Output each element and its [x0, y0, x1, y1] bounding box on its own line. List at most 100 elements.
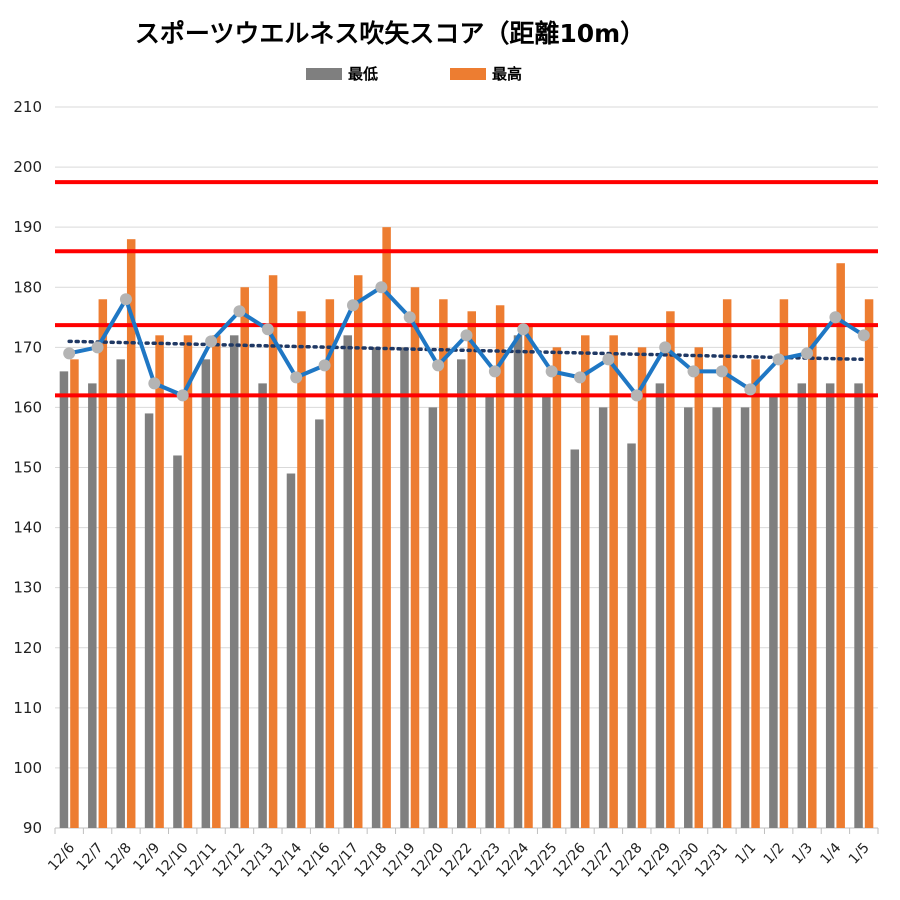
y-tick-label: 100 — [13, 759, 42, 777]
bar-max — [467, 311, 476, 828]
y-tick-label: 130 — [13, 579, 42, 597]
bar-min — [116, 359, 125, 828]
bar-min — [457, 359, 466, 828]
score-point — [829, 311, 842, 324]
trendline — [67, 339, 866, 362]
chart-title: スポーツウエルネス吹矢スコア（距離10m） — [134, 19, 646, 48]
bar-min — [144, 413, 154, 828]
x-tick-label: 12/7 — [74, 840, 107, 874]
bar-min — [740, 407, 750, 828]
score-point — [176, 389, 189, 402]
bar-max — [581, 335, 590, 828]
bar-min — [428, 407, 438, 828]
score-point — [233, 305, 246, 318]
score-point — [318, 359, 331, 372]
legend-item-max: 最高 — [450, 63, 522, 84]
score-point — [91, 341, 104, 354]
score-point — [403, 311, 416, 324]
score-point — [517, 323, 530, 336]
bar-max — [268, 275, 278, 828]
score-point — [290, 371, 303, 384]
x-tick-label: 1/5 — [846, 840, 873, 867]
bar-max — [779, 299, 789, 828]
score-point — [744, 383, 757, 396]
bar-max — [666, 311, 675, 828]
score-point — [630, 389, 643, 402]
bar-max — [297, 311, 306, 828]
bar-max — [410, 287, 420, 828]
score-point — [772, 353, 785, 366]
legend: 最低 最高 — [0, 63, 900, 85]
bar-max — [808, 323, 817, 828]
score-point — [261, 323, 274, 336]
bar-min — [655, 383, 665, 828]
legend-label-min: 最低 — [348, 65, 379, 83]
bar-min — [258, 383, 267, 828]
y-tick-label: 180 — [13, 278, 42, 296]
bar-max — [70, 359, 79, 828]
bar-max — [126, 239, 136, 828]
legend-swatch-min — [306, 67, 342, 80]
score-point — [375, 281, 388, 294]
bar-min — [343, 335, 352, 828]
score-point — [801, 347, 814, 360]
score-point — [460, 329, 473, 342]
bar-max — [240, 287, 249, 828]
y-tick-label: 140 — [13, 519, 42, 537]
y-tick-label: 190 — [13, 218, 42, 236]
bar-max — [495, 305, 505, 828]
bar-max — [155, 335, 164, 828]
x-tick-label: 1/4 — [817, 840, 844, 868]
x-tick-label: 12/8 — [102, 840, 135, 874]
bar-min — [229, 335, 239, 828]
bar-min — [598, 407, 608, 828]
bar-min — [825, 383, 835, 828]
legend-item-min: 最低 — [306, 63, 378, 84]
score-point — [687, 365, 700, 378]
legend-swatch-max — [450, 67, 486, 80]
bar-min — [542, 395, 551, 828]
bar-max — [353, 275, 363, 828]
score-point — [63, 347, 76, 360]
bar-max — [694, 347, 704, 828]
bar-min — [371, 347, 381, 828]
score-point — [119, 293, 132, 306]
bar-min — [59, 371, 69, 828]
score-point — [346, 299, 359, 312]
x-tick-label: 12/31 — [692, 840, 731, 881]
bar-max — [382, 227, 391, 828]
bar-max — [325, 299, 335, 828]
bar-max — [637, 347, 647, 828]
x-tick-label: 12/6 — [45, 840, 78, 874]
x-tick-label: 1/3 — [789, 840, 816, 867]
y-tick-label: 200 — [13, 158, 42, 176]
score-point — [857, 329, 870, 342]
y-tick-label: 120 — [13, 639, 42, 657]
bar-min — [627, 443, 636, 828]
bar-max — [98, 299, 108, 828]
bar-min — [400, 347, 409, 828]
bar-max — [552, 347, 562, 828]
bar-min — [513, 335, 523, 828]
score-point — [574, 371, 587, 384]
bar-min — [88, 383, 97, 828]
score-point — [545, 365, 558, 378]
legend-label-max: 最高 — [492, 65, 523, 83]
x-tick-label: 1/1 — [732, 840, 759, 867]
bar-min — [286, 473, 296, 828]
bar-min — [570, 449, 580, 828]
score-point — [432, 359, 445, 372]
score-point — [659, 341, 672, 354]
bar-min — [854, 383, 863, 828]
bar-min — [201, 359, 211, 828]
bar-max — [212, 335, 221, 828]
y-tick-label: 170 — [13, 338, 42, 356]
bar-max — [439, 299, 448, 828]
score-point — [205, 335, 218, 348]
bar-min — [769, 395, 778, 828]
score-point — [488, 365, 501, 378]
bar-max — [722, 299, 732, 828]
score-point — [602, 353, 615, 366]
bar-max — [524, 323, 533, 828]
